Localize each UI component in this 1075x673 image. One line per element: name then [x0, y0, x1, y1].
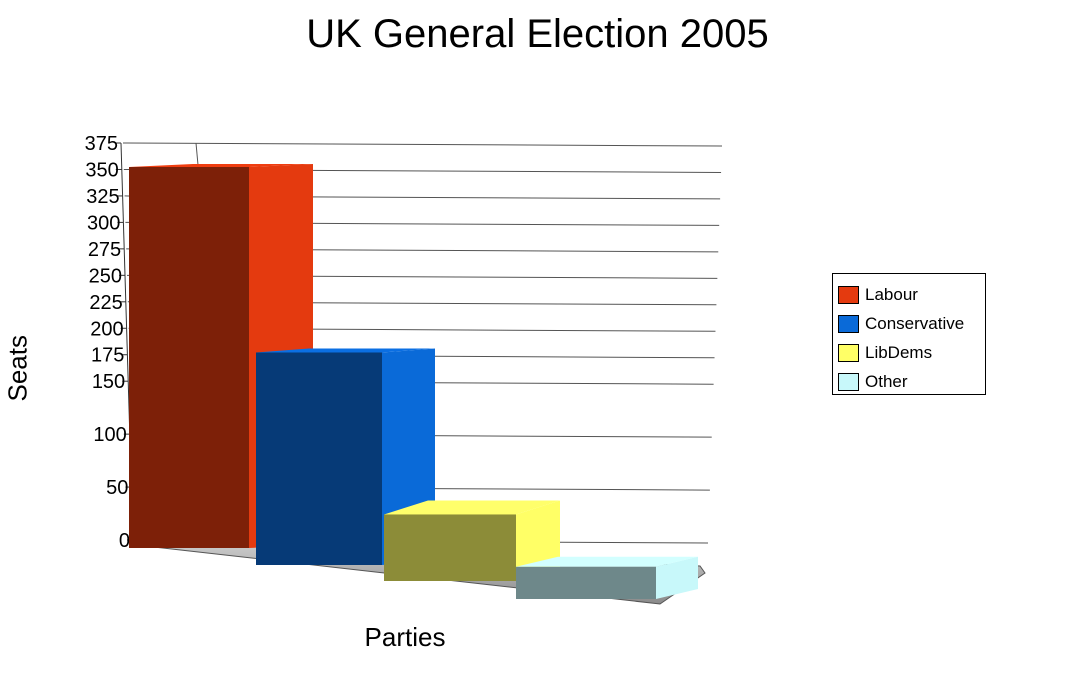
y-tick-label: 100 — [93, 424, 126, 446]
bar-other — [516, 556, 698, 599]
y-tick-label: 275 — [88, 239, 121, 261]
bar-front-face — [129, 167, 249, 548]
legend-swatch — [838, 285, 859, 304]
legend-swatch — [838, 372, 859, 391]
bar-top-face — [384, 500, 560, 515]
bar-front-face — [516, 566, 656, 599]
gridline — [122, 142, 723, 147]
y-tick-label: 300 — [87, 212, 120, 234]
legend-label: Labour — [865, 284, 918, 304]
y-tick-label: 50 — [106, 477, 128, 499]
legend-item-libdems: LibDems — [838, 338, 985, 367]
back-wall-edge — [195, 142, 199, 166]
y-tick-label: 200 — [90, 318, 123, 340]
bar-libdems — [384, 500, 560, 581]
legend-label: Conservative — [865, 313, 965, 333]
y-axis-label: Seats — [2, 335, 33, 402]
y-tick-label: 325 — [86, 186, 119, 208]
legend-item-other: Other — [838, 367, 985, 396]
x-axis-label: Parties — [364, 622, 446, 652]
y-tick-label: 250 — [89, 265, 122, 287]
bar-top-face — [256, 348, 435, 353]
bar-front-face — [256, 352, 382, 565]
y-tick-label: 225 — [89, 292, 122, 314]
y-tick-label: 350 — [85, 159, 118, 181]
y-axis: 0 50 100 150 175 200 225 250 275 300 325 350 375 — [85, 133, 134, 552]
bar-front-face — [384, 514, 516, 581]
y-tick-label: 175 — [91, 345, 124, 367]
legend: Labour Conservative LibDems Other — [832, 273, 986, 395]
bar-top-face — [516, 556, 698, 567]
y-tick-label: 0 — [119, 530, 130, 552]
chart-title: UK General Election 2005 — [306, 12, 769, 56]
legend-item-labour: Labour — [838, 280, 985, 309]
legend-swatch — [838, 314, 859, 333]
bar-side-face — [656, 556, 698, 599]
y-tick-label: 375 — [85, 133, 118, 155]
legend-label: Other — [865, 371, 908, 391]
y-tick-label: 150 — [92, 371, 125, 393]
legend-swatch — [838, 343, 859, 362]
bar-top-face — [129, 164, 313, 167]
bars — [129, 164, 698, 599]
legend-item-conservative: Conservative — [838, 309, 985, 338]
legend-label: LibDems — [865, 342, 933, 362]
